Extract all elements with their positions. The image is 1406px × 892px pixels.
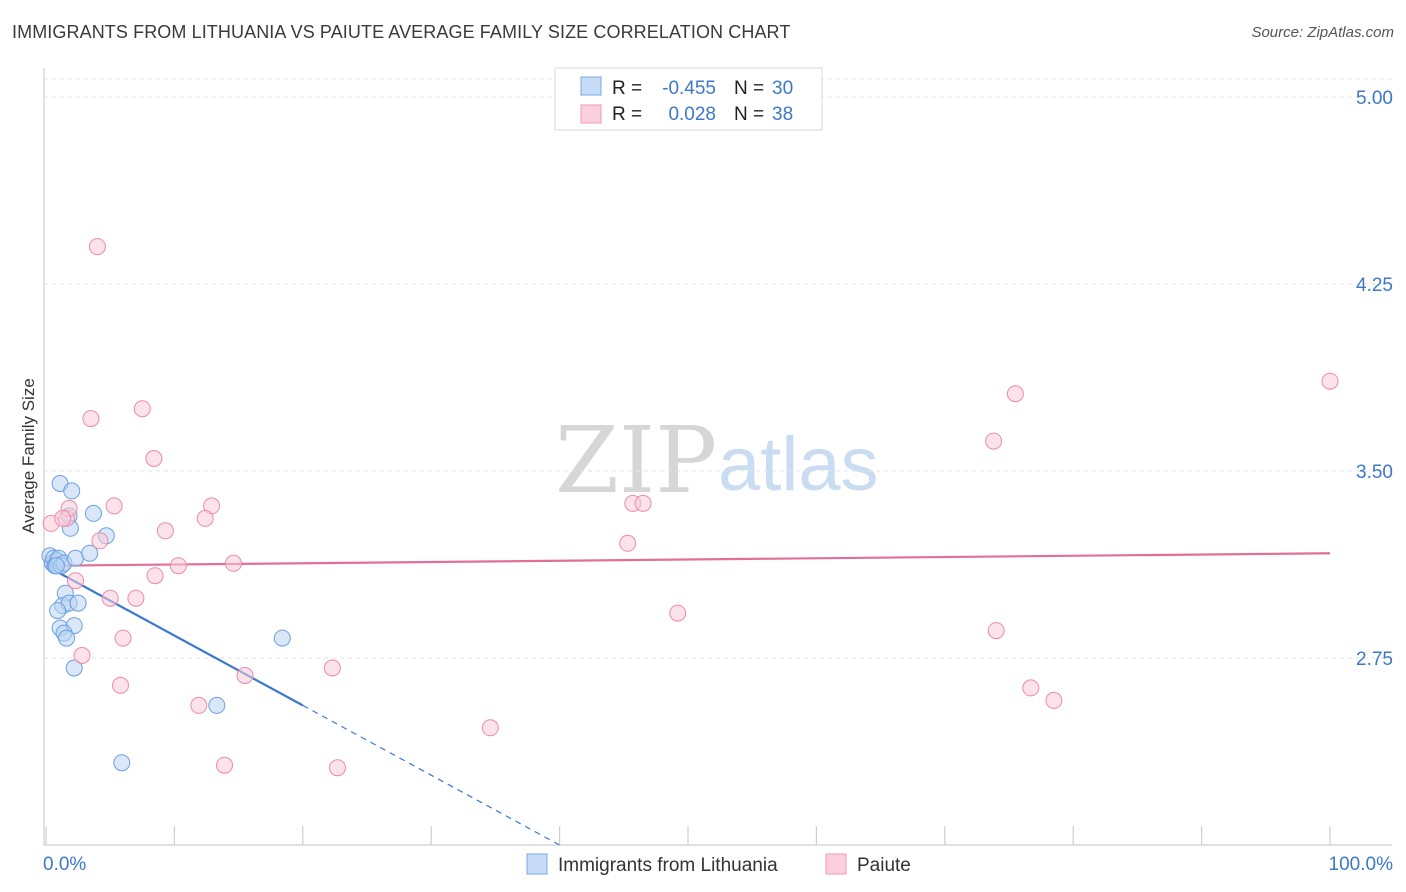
paiute-point — [985, 432, 1003, 450]
legend-label-paiute: Paiute — [857, 855, 911, 876]
paiute-point — [987, 622, 1005, 640]
lithuania-point — [85, 504, 102, 522]
y-axis-label: Average Family Size — [19, 378, 38, 534]
x-ticks — [45, 826, 1331, 845]
paiute-point — [481, 719, 499, 737]
paiute-point — [114, 629, 132, 647]
paiute-point — [1321, 372, 1339, 390]
paiute-point — [1045, 691, 1063, 709]
stats-n-value-2: 38 — [772, 104, 793, 125]
paiute-point — [91, 532, 109, 550]
source-label: Source: ZipAtlas.com — [1251, 24, 1394, 41]
y-tick-label: 3.50 — [1356, 462, 1393, 483]
paiute-point — [88, 238, 106, 256]
paiute-point — [634, 494, 652, 512]
watermark: ZIP atlas — [555, 407, 879, 514]
paiute-trend-line — [45, 552, 1331, 567]
paiute-point — [169, 557, 187, 575]
lithuania-point — [69, 594, 87, 612]
stats-n-value-1: 30 — [772, 78, 793, 99]
paiute-point — [145, 450, 163, 467]
legend: Immigrants from Lithuania Paiute — [526, 853, 911, 876]
lithuania-point — [58, 629, 75, 647]
paiute-point — [1022, 679, 1040, 697]
paiute-point — [156, 522, 174, 540]
lithuania-trend-extension — [302, 704, 560, 846]
legend-label-lithuania: Immigrants from Lithuania — [558, 855, 778, 876]
paiute-point — [54, 509, 72, 527]
legend-swatch-lithuania — [526, 853, 548, 875]
lithuania-point — [113, 754, 131, 772]
paiute-point — [190, 696, 208, 714]
lithuania-point — [208, 696, 226, 714]
y-tick-label: 4.25 — [1356, 275, 1393, 296]
grid-lines — [44, 78, 1392, 659]
stats-n-label-2: N = — [734, 104, 764, 125]
paiute-point — [236, 667, 254, 684]
y-tick-labels: 2.75 3.50 4.25 5.00 — [1356, 88, 1393, 670]
paiute-point — [133, 400, 151, 418]
paiute-point — [82, 410, 100, 428]
trend-lines — [45, 552, 1331, 846]
paiute-point — [105, 497, 123, 515]
x-tick-label-max: 100.0% — [1329, 854, 1394, 875]
lithuania-point — [273, 629, 291, 647]
watermark-atlas: atlas — [718, 422, 879, 507]
y-tick-label: 2.75 — [1356, 649, 1393, 670]
lithuania-point — [65, 659, 83, 677]
x-tick-label-min: 0.0% — [43, 854, 86, 875]
paiute-point — [196, 509, 214, 527]
lithuania-point — [63, 482, 81, 500]
lithuania-trend-line — [45, 564, 304, 707]
stats-r-value-1: -0.455 — [662, 78, 716, 99]
y-tick-label: 5.00 — [1356, 88, 1393, 109]
lithuania-point — [49, 602, 67, 620]
paiute-point — [1006, 385, 1024, 403]
paiute-point — [73, 647, 91, 664]
paiute-point — [216, 756, 233, 774]
stats-box: R = -0.455 N = 30 R = 0.028 N = 38 — [554, 67, 823, 131]
paiute-point — [323, 659, 341, 677]
legend-swatch-paiute — [825, 853, 847, 875]
paiute-point — [101, 589, 119, 607]
lithuania-point — [67, 549, 84, 567]
paiute-point — [127, 589, 145, 607]
paiute-point — [67, 572, 84, 590]
paiute-point — [619, 534, 637, 552]
paiute-point — [225, 554, 242, 572]
paiute-point — [112, 676, 129, 694]
paiute-point — [669, 604, 687, 622]
chart-title: IMMIGRANTS FROM LITHUANIA VS PAIUTE AVER… — [12, 22, 791, 42]
stats-r-label-1: R = — [612, 78, 642, 99]
data-points — [41, 238, 1339, 777]
lithuania-point — [81, 544, 99, 562]
stats-r-value-2: 0.028 — [668, 104, 716, 125]
stats-r-label-2: R = — [612, 104, 642, 125]
stats-n-label-1: N = — [734, 78, 764, 99]
paiute-point — [329, 759, 346, 777]
stats-swatch-lithuania — [580, 76, 602, 96]
lithuania-point — [47, 557, 65, 575]
stats-swatch-paiute — [580, 104, 602, 124]
paiute-point — [146, 567, 164, 585]
